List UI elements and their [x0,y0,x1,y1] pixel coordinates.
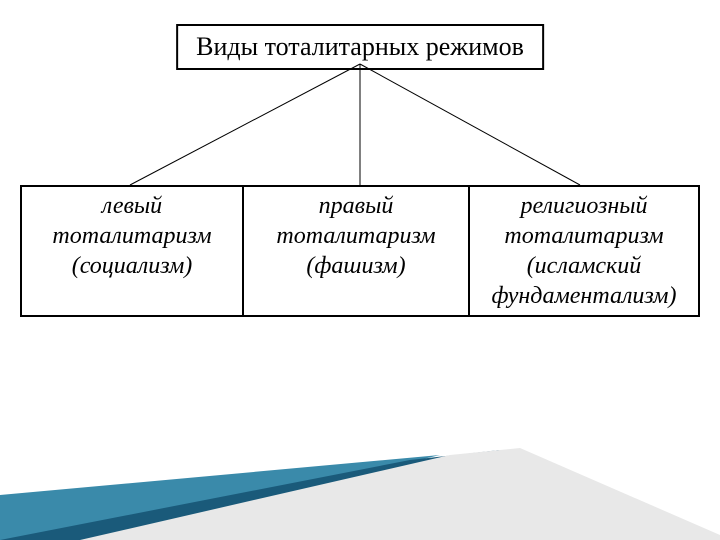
branch-center-line3: (фашизм) [250,251,462,281]
branch-center-line2: тоталитаризм [250,221,462,251]
slide-decoration [0,420,720,540]
branch-left-line3: (социализм) [28,251,236,281]
branch-left: левый тоталитаризм (социализм) [20,185,244,317]
swoosh-1 [0,465,380,540]
branch-right: религиозный тоталитаризм (исламский фунд… [468,185,700,317]
diagram-title: Виды тоталитарных режимов [176,24,544,70]
branch-left-line1: левый [28,191,236,221]
branch-center-line1: правый [250,191,462,221]
swoosh-3 [0,450,500,540]
branch-right-line4: фундаментализм) [476,281,692,311]
edge-root-right [360,64,580,185]
title-text: Виды тоталитарных режимов [196,32,524,61]
branch-left-line2: тоталитаризм [28,221,236,251]
swoosh-4 [80,448,720,540]
branch-right-line1: религиозный [476,191,692,221]
branch-center: правый тоталитаризм (фашизм) [242,185,470,317]
edge-root-left [130,64,360,185]
branch-row: левый тоталитаризм (социализм) правый то… [0,185,720,317]
branch-right-line3: (исламский [476,251,692,281]
swoosh-2 [0,455,440,540]
branch-right-line2: тоталитаризм [476,221,692,251]
